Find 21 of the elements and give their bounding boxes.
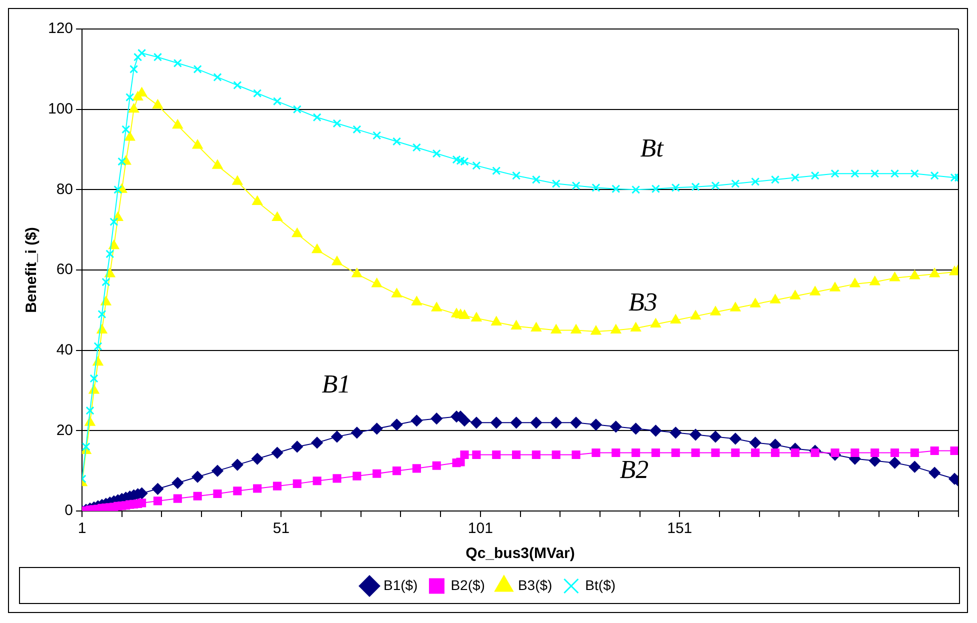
annotation: B2 (620, 454, 649, 484)
y-tick-label: 20 (56, 422, 74, 439)
y-tick-label: 120 (48, 20, 74, 38)
y-axis-title: Benefit_i ($) (23, 227, 40, 313)
x-axis-title: Qc_bus3(MVar) (466, 545, 575, 562)
legend-label: B2($) (450, 576, 485, 593)
x-tick-label: 101 (468, 520, 493, 538)
annotation: B3 (628, 288, 658, 317)
legend-label: B1($) (383, 576, 418, 593)
y-tick-label: 0 (64, 502, 74, 520)
legend-label: Bt($) (585, 576, 616, 593)
x-tick-label: 151 (667, 520, 692, 538)
y-tick-label: 40 (56, 341, 74, 358)
y-tick-label: 100 (48, 100, 74, 118)
x-tick-label: 1 (78, 520, 86, 538)
x-tick-label: 51 (272, 520, 290, 538)
annotation: Bt (640, 133, 664, 162)
y-tick-label: 80 (56, 180, 74, 198)
y-tick-label: 60 (56, 261, 74, 278)
annotation: B1 (322, 370, 351, 399)
legend-label: B3($) (518, 576, 552, 593)
